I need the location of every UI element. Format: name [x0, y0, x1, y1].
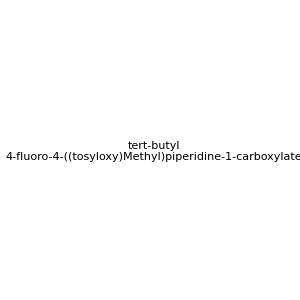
Text: tert-butyl 4-fluoro-4-((tosyloxy)Methyl)piperidine-1-carboxylate: tert-butyl 4-fluoro-4-((tosyloxy)Methyl)… [5, 141, 300, 162]
